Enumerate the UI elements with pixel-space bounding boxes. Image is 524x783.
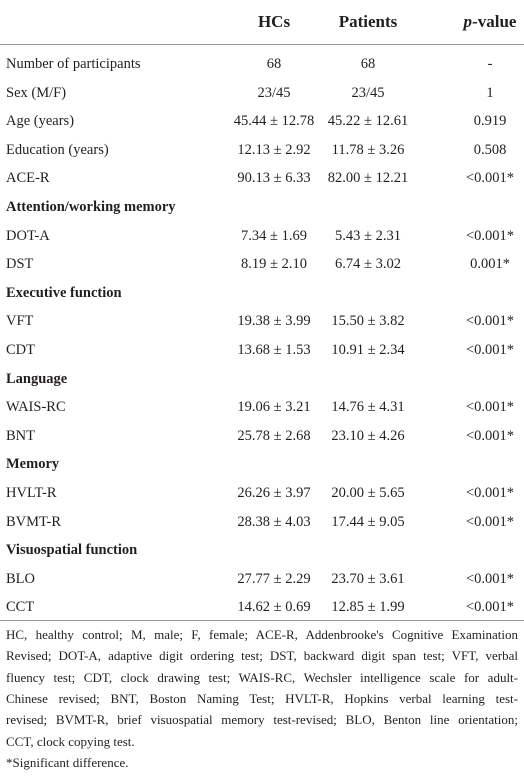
row-label: Sex (M/F)	[6, 84, 67, 101]
section-label: Language	[6, 370, 68, 387]
p-value-cell: 1	[486, 84, 494, 101]
patients-cell: 17.44 ± 9.05	[331, 513, 405, 530]
row-label: DOT-A	[6, 227, 50, 244]
patients-cell: 12.85 ± 1.99	[331, 599, 405, 616]
hcs-cell: 19.38 ± 3.99	[237, 313, 311, 330]
row-label: BVMT-R	[6, 513, 62, 530]
p-value-cell: 0.001*	[470, 256, 510, 273]
patients-cell: 11.78 ± 3.26	[331, 141, 405, 158]
patients-cell: 14.76 ± 4.31	[331, 399, 405, 416]
p-value-cell: <0.001*	[465, 342, 515, 358]
row-label: CDT	[6, 342, 35, 358]
patients-cell: 6.74 ± 3.02	[335, 256, 401, 273]
p-value-cell: <0.001*	[465, 513, 515, 530]
patients-cell: 82.00 ± 12.21	[327, 170, 409, 187]
patients-cell: 15.50 ± 3.82	[331, 313, 405, 330]
significance-note: *Significant difference.	[6, 754, 129, 770]
p-value-cell: <0.001*	[465, 599, 515, 616]
row-label: BNT	[6, 427, 35, 444]
p-value-cell: 0.919	[473, 113, 507, 130]
p-value-cell: <0.001*	[465, 485, 515, 501]
row-label: DST	[6, 256, 34, 273]
footnote-line: Revised; DOT-A, adaptive digit ordering …	[6, 648, 518, 664]
patients-cell: 5.43 ± 2.31	[335, 227, 401, 244]
patients-cell: 45.22 ± 12.61	[327, 113, 409, 130]
header-hcs: HCs	[257, 12, 291, 31]
bottom-rule	[0, 620, 524, 621]
hcs-cell: 13.68 ± 1.53	[237, 342, 311, 358]
header-rule	[0, 44, 524, 45]
patients-cell: 23.10 ± 4.26	[331, 427, 405, 444]
hcs-cell: 26.26 ± 3.97	[237, 485, 311, 501]
hcs-cell: 27.77 ± 2.29	[237, 570, 311, 587]
row-label: CCT	[6, 599, 35, 616]
footnote-line: Chinese revised; BNT, Boston Naming Test…	[6, 690, 518, 706]
section-label: Memory	[6, 456, 60, 473]
p-value-cell: <0.001*	[465, 313, 515, 330]
p-value-cell: 0.508	[473, 141, 507, 158]
section-label: Visuospatial function	[6, 542, 138, 559]
p-italic: p	[463, 12, 473, 31]
header-p-value: p-value	[464, 12, 517, 32]
p-value-cell: <0.001*	[465, 170, 515, 187]
section-label: Executive function	[6, 284, 122, 301]
p-value-cell: <0.001*	[465, 399, 515, 416]
row-label: ACE-R	[6, 170, 50, 187]
row-label: Education (years)	[6, 141, 109, 158]
hcs-cell: 90.13 ± 6.33	[237, 170, 311, 187]
hcs-cell: 45.44 ± 12.78	[233, 113, 315, 130]
hcs-cell: 28.38 ± 4.03	[237, 513, 311, 530]
p-value-cell: <0.001*	[465, 427, 515, 444]
p-value-cell: <0.001*	[465, 227, 515, 244]
hcs-cell: 25.78 ± 2.68	[237, 427, 311, 444]
hcs-cell: 12.13 ± 2.92	[237, 141, 311, 158]
patients-cell: 23/45	[351, 84, 385, 101]
footnote-line: CCT, clock copying test.	[6, 733, 135, 749]
patients-cell: 68	[360, 56, 376, 72]
row-label: HVLT-R	[6, 485, 57, 501]
p-value-cell: -	[487, 56, 493, 72]
hcs-cell: 8.19 ± 2.10	[241, 256, 307, 273]
section-label: Attention/working memory	[6, 199, 176, 215]
row-label: WAIS-RC	[6, 399, 66, 416]
hcs-cell: 68	[266, 56, 282, 72]
header-patients: Patients	[338, 12, 398, 31]
p-value-text: -value	[472, 12, 517, 31]
row-label: Number of participants	[6, 56, 141, 72]
p-value-cell: <0.001*	[465, 570, 515, 587]
row-label: Age (years)	[6, 113, 75, 130]
footnote-line: revised; BVMT-R, brief visuospatial memo…	[6, 712, 518, 728]
hcs-cell: 19.06 ± 3.21	[237, 399, 311, 416]
patients-cell: 20.00 ± 5.65	[331, 485, 405, 501]
row-label: BLO	[6, 570, 35, 587]
hcs-cell: 23/45	[257, 84, 291, 101]
footnote-line: HC, healthy control; M, male; F, female;…	[6, 627, 518, 642]
patients-cell: 10.91 ± 2.34	[331, 342, 405, 358]
row-label: VFT	[6, 313, 34, 330]
patients-cell: 23.70 ± 3.61	[331, 570, 405, 587]
hcs-cell: 14.62 ± 0.69	[237, 599, 311, 616]
hcs-cell: 7.34 ± 1.69	[241, 227, 307, 244]
footnote-line: fluency test; CDT, clock drawing test; W…	[6, 669, 518, 685]
